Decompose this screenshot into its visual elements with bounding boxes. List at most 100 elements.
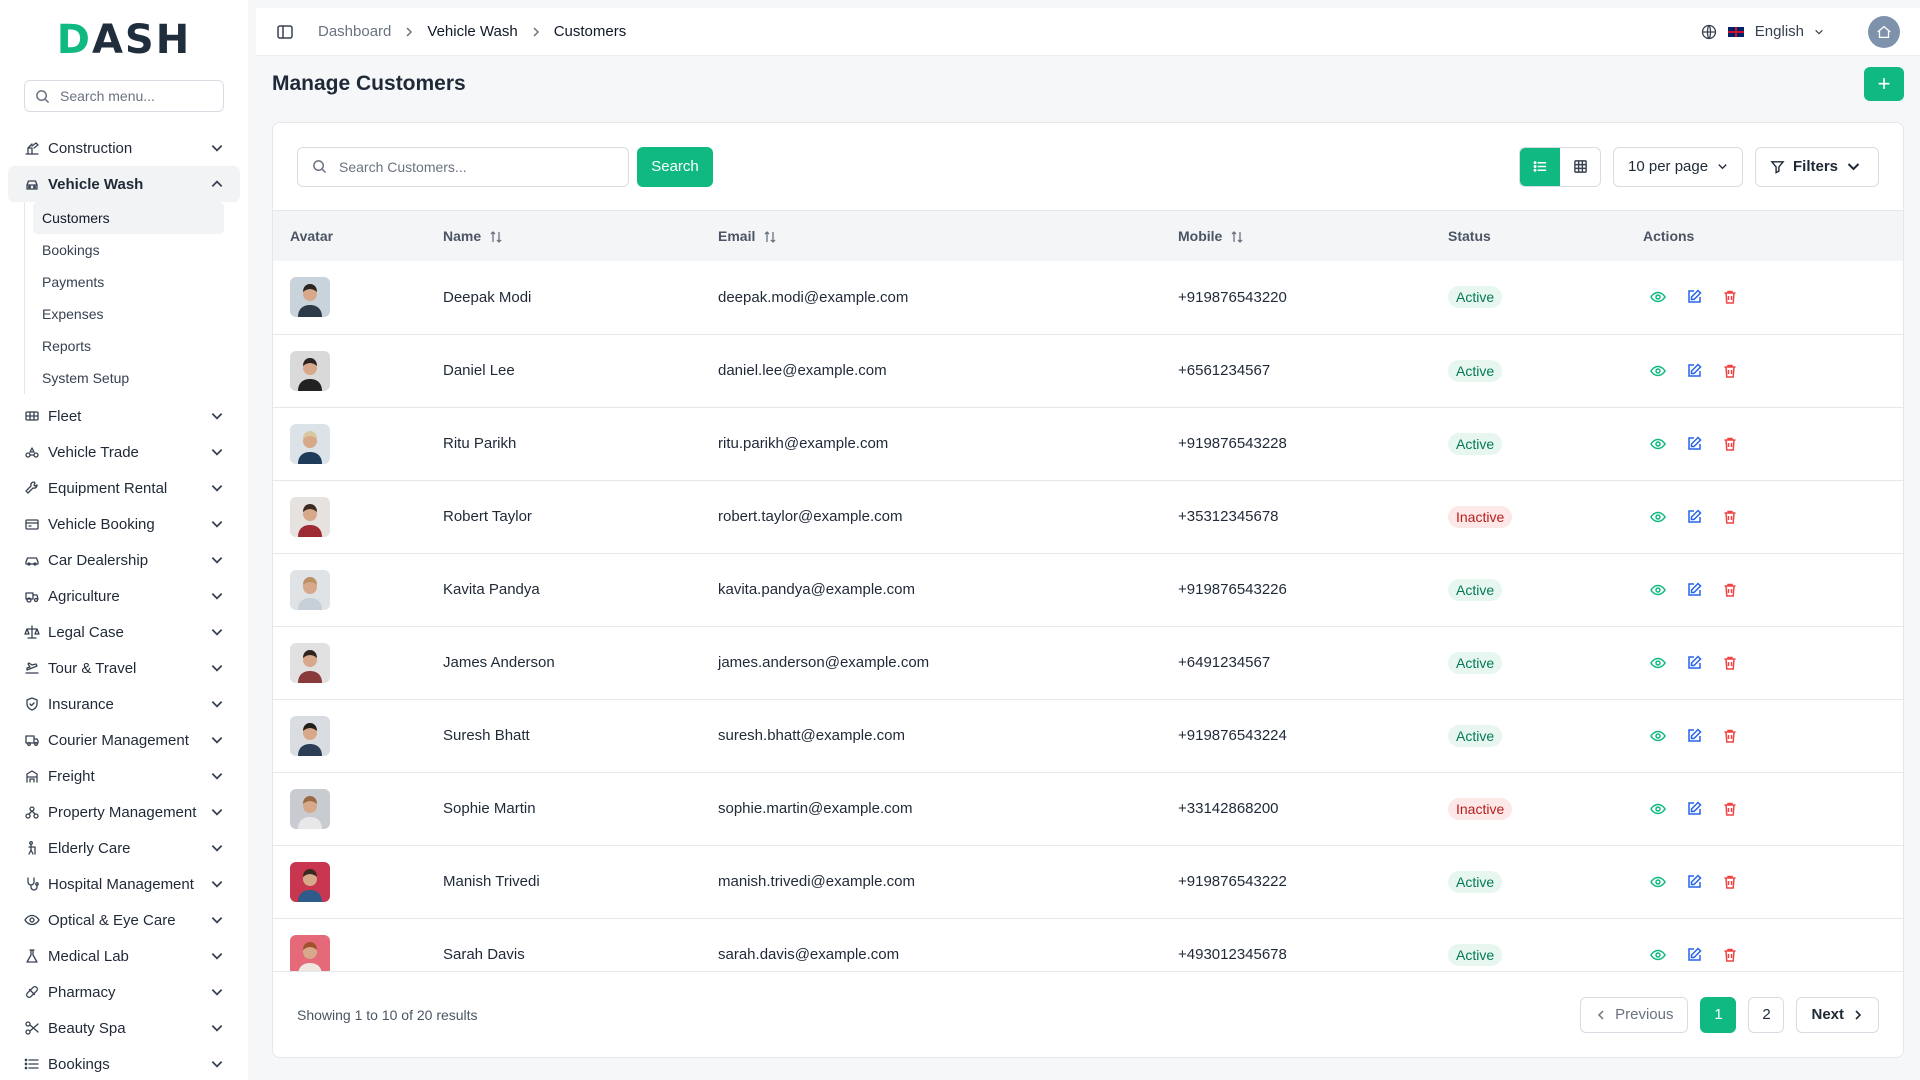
delete-icon[interactable]	[1722, 289, 1738, 305]
sidebar-item-vehicle-trade[interactable]: Vehicle Trade	[8, 434, 240, 470]
sidebar-item-equipment-rental[interactable]: Equipment Rental	[8, 470, 240, 506]
view-icon[interactable]	[1650, 801, 1666, 817]
add-customer-button[interactable]: +	[1864, 67, 1904, 101]
customer-email: manish.trivedi@example.com	[718, 873, 915, 890]
sidebar-item-fleet[interactable]: Fleet	[8, 398, 240, 434]
customer-name: Suresh Bhatt	[443, 727, 530, 744]
sidebar-item-car-dealership[interactable]: Car Dealership	[8, 542, 240, 578]
sidebar-item-label: Legal Case	[48, 623, 124, 641]
sidebar-item-insurance[interactable]: Insurance	[8, 686, 240, 722]
edit-icon[interactable]	[1686, 800, 1702, 817]
header-name[interactable]: Name	[426, 211, 701, 261]
next-page-button[interactable]: Next	[1796, 996, 1879, 1033]
customer-search-input[interactable]: Search Customers...	[297, 146, 629, 187]
view-icon[interactable]	[1650, 947, 1666, 963]
submenu-item-bookings[interactable]: Bookings	[42, 242, 100, 258]
delete-icon[interactable]	[1722, 655, 1738, 671]
per-page-select[interactable]: 10 per page	[1613, 146, 1743, 187]
edit-icon[interactable]	[1686, 435, 1702, 452]
customer-email: kavita.pandya@example.com	[718, 581, 915, 598]
submenu-item-expenses[interactable]: Expenses	[42, 306, 104, 322]
submenu-item-customers[interactable]: Customers	[33, 202, 224, 234]
customer-name: Deepak Modi	[443, 288, 532, 306]
sidebar-item-vehicle-wash[interactable]: Vehicle Wash	[8, 166, 240, 202]
customer-name: Ritu Parikh	[443, 435, 517, 452]
edit-icon[interactable]	[1686, 654, 1702, 671]
submenu-item-reports[interactable]: Reports	[42, 338, 92, 354]
sidebar-item-pharmacy[interactable]: Pharmacy	[8, 974, 240, 1010]
breadcrumb-vehicle-wash[interactable]: Vehicle Wash	[427, 23, 518, 40]
delete-icon[interactable]	[1722, 582, 1738, 598]
sidebar-item-hospital-management[interactable]: Hospital Management	[8, 866, 240, 902]
edit-icon[interactable]	[1686, 508, 1702, 525]
filters-button[interactable]: Filters	[1755, 146, 1879, 187]
grid-view-icon[interactable]	[1560, 148, 1600, 186]
delete-icon[interactable]	[1722, 363, 1738, 379]
sidebar-item-elderly-care[interactable]: Elderly Care	[8, 830, 240, 866]
header-mobile[interactable]: Mobile	[1161, 211, 1431, 261]
sidebar-item-agriculture[interactable]: Agriculture	[8, 578, 240, 614]
sidebar-item-bookings[interactable]: Bookings	[8, 1046, 240, 1080]
delete-icon[interactable]	[1722, 874, 1738, 890]
submenu-item-payments[interactable]: Payments	[42, 274, 105, 290]
view-icon[interactable]	[1650, 436, 1666, 452]
sidebar-item-vehicle-booking[interactable]: Vehicle Booking	[8, 506, 240, 542]
page-2-button[interactable]: 2	[1748, 996, 1785, 1033]
sidebar-item-courier-management[interactable]: Courier Management	[8, 722, 240, 758]
chevron-down-icon	[211, 521, 223, 528]
sidebar-item-property-management[interactable]: Property Management	[8, 794, 240, 830]
view-icon[interactable]	[1650, 874, 1666, 890]
delete-icon[interactable]	[1722, 728, 1738, 744]
sidebar-item-optical-eye-care[interactable]: Optical & Eye Care	[8, 902, 240, 938]
chevron-down-icon	[1718, 164, 1727, 170]
delete-icon[interactable]	[1722, 801, 1738, 817]
language-selector[interactable]: English	[1701, 15, 1900, 48]
sort-icon[interactable]	[1230, 230, 1244, 244]
edit-icon[interactable]	[1686, 362, 1702, 379]
view-icon[interactable]	[1650, 363, 1666, 379]
sidebar-item-legal-case[interactable]: Legal Case	[8, 614, 240, 650]
page-1-button[interactable]: 1	[1700, 996, 1737, 1033]
sidebar-item-construction[interactable]: Construction	[8, 130, 240, 166]
view-icon[interactable]	[1650, 289, 1666, 305]
customer-mobile: +493012345678	[1178, 946, 1287, 963]
edit-icon[interactable]	[1686, 581, 1702, 598]
uk-flag-icon	[1726, 25, 1745, 38]
sidebar-item-medical-lab[interactable]: Medical Lab	[8, 938, 240, 974]
previous-page-button[interactable]: Previous	[1580, 996, 1689, 1033]
sidebar-item-label: Freight	[48, 767, 95, 785]
table-row: Robert Taylor robert.taylor@example.com +3…	[273, 480, 1903, 553]
sidebar-item-freight[interactable]: Freight	[8, 758, 240, 794]
customer-email: sarah.davis@example.com	[718, 946, 900, 963]
submenu-item-system-setup[interactable]: System Setup	[42, 370, 130, 386]
topbar: Dashboard Vehicle Wash Customers English	[256, 8, 1920, 56]
sidebar-search-input[interactable]: Search menu...	[24, 80, 224, 112]
user-avatar[interactable]	[1868, 15, 1900, 48]
sort-icon[interactable]	[489, 230, 503, 244]
delete-icon[interactable]	[1722, 436, 1738, 452]
delete-icon[interactable]	[1722, 947, 1738, 963]
chevron-down-icon	[211, 881, 223, 888]
chevron-down-icon	[211, 737, 223, 744]
construction-icon	[24, 140, 40, 156]
header-email[interactable]: Email	[701, 211, 1161, 261]
view-icon[interactable]	[1650, 655, 1666, 671]
view-icon[interactable]	[1650, 509, 1666, 525]
customer-email: deepak.modi@example.com	[718, 288, 909, 306]
property-icon	[24, 804, 40, 820]
edit-icon[interactable]	[1686, 727, 1702, 744]
edit-icon[interactable]	[1686, 873, 1702, 890]
list-view-icon[interactable]	[1520, 147, 1560, 186]
sort-icon[interactable]	[763, 230, 777, 244]
breadcrumb-dashboard[interactable]: Dashboard	[318, 23, 392, 40]
sidebar-toggle-icon[interactable]	[276, 23, 294, 41]
search-button[interactable]: Search	[637, 146, 713, 187]
delete-icon[interactable]	[1722, 509, 1738, 525]
sidebar-item-tour-travel[interactable]: Tour & Travel	[8, 650, 240, 686]
edit-icon[interactable]	[1686, 289, 1702, 305]
edit-icon[interactable]	[1686, 946, 1702, 963]
sidebar-item-beauty-spa[interactable]: Beauty Spa	[8, 1010, 240, 1046]
view-icon[interactable]	[1650, 582, 1666, 598]
table-row: Manish Trivedi manish.trivedi@example.com…	[273, 845, 1903, 918]
view-icon[interactable]	[1650, 728, 1666, 744]
